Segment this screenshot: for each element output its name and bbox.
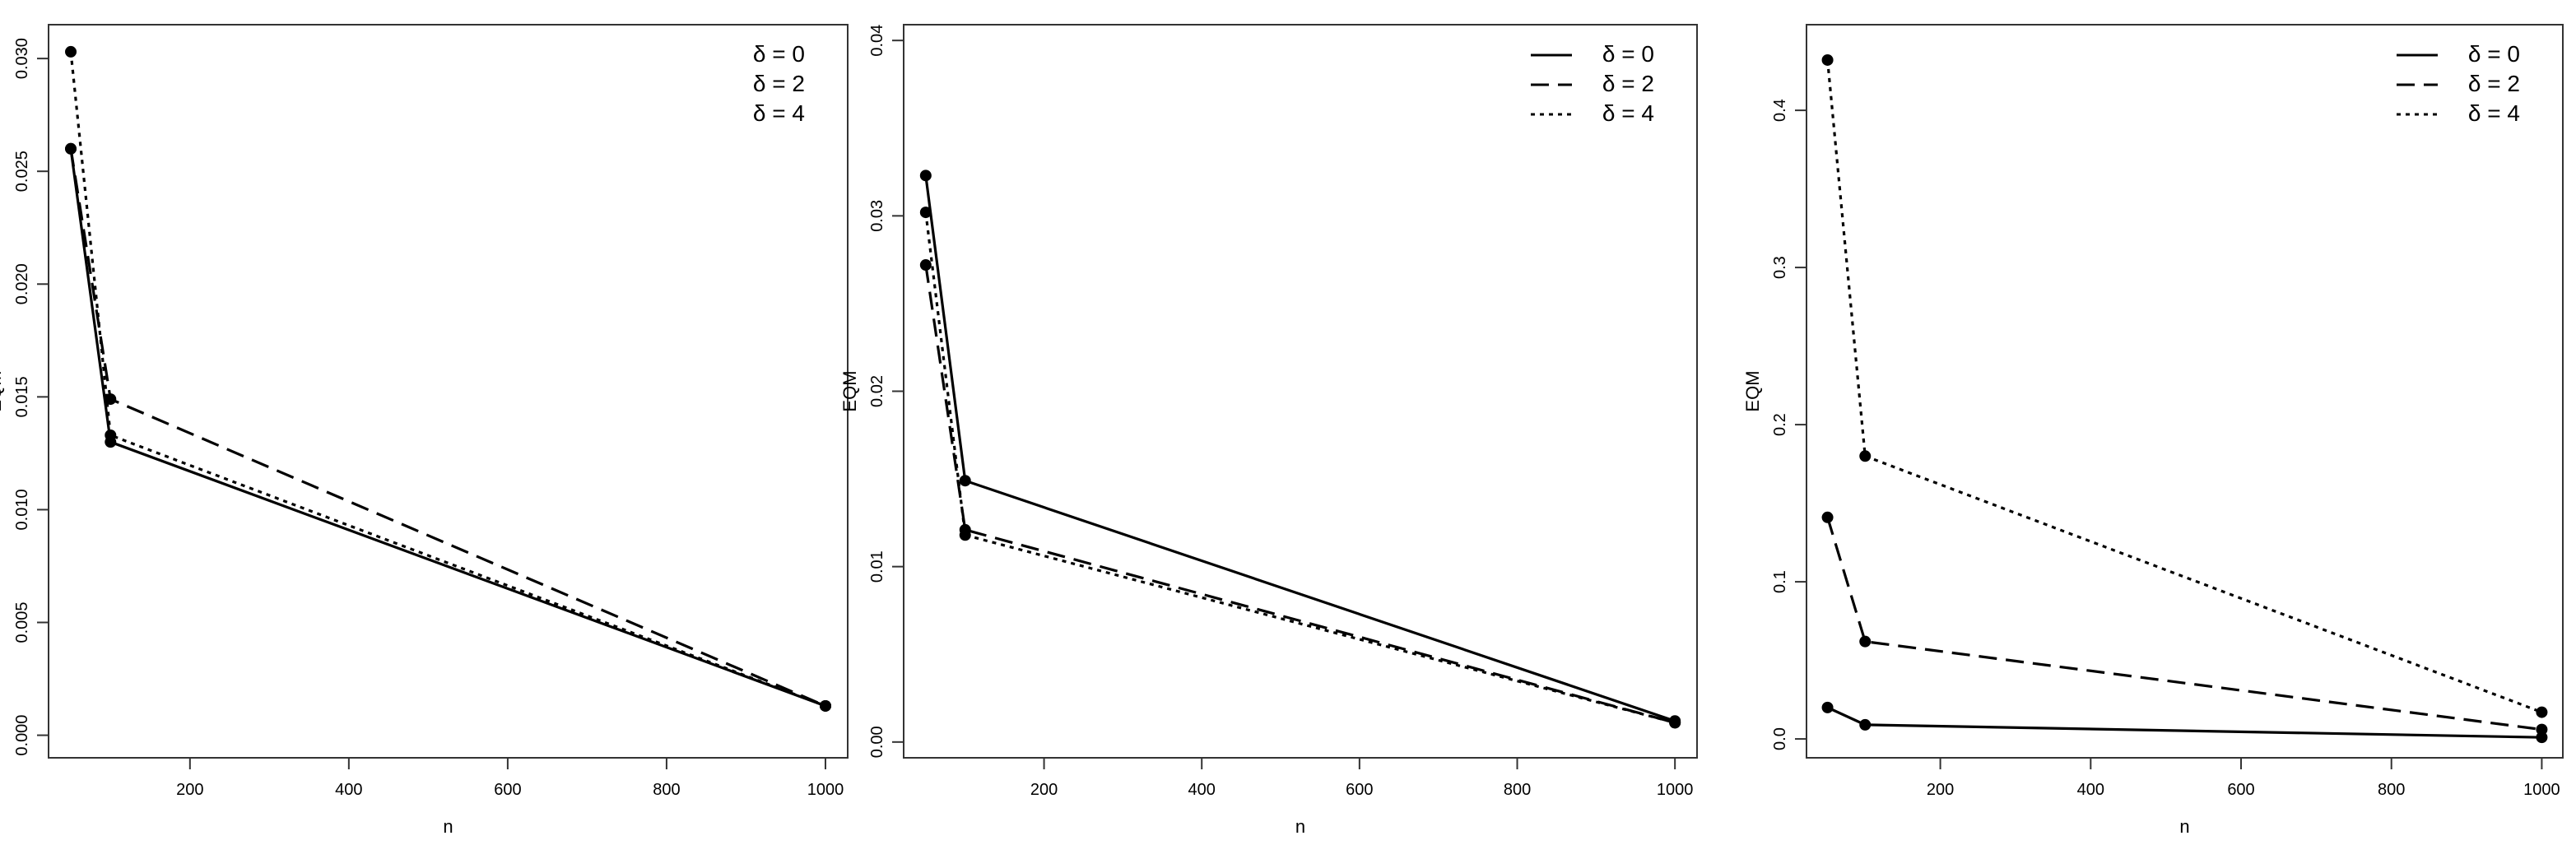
y-tick-label: 0.2 [1771, 413, 1789, 436]
y-axis-label: EQM [839, 370, 860, 411]
x-tick-label: 800 [2378, 781, 2405, 799]
legend: δ = 0 δ = 2 δ = 4 [753, 41, 805, 126]
data-point [959, 529, 971, 541]
legend-label: δ = 2 [2468, 71, 2520, 96]
x-tick-label: 800 [653, 781, 680, 799]
series-line-1 [1826, 706, 2542, 739]
series-line-2 [69, 148, 826, 708]
y-axis-label: EQM [0, 370, 5, 411]
x-tick-label: 200 [1927, 781, 1954, 799]
data-point [105, 393, 117, 406]
x-tick-label: 400 [2077, 781, 2104, 799]
data-point [65, 45, 77, 58]
y-tick-label: 0.015 [13, 376, 31, 417]
legend-label: δ = 0 [1602, 41, 1654, 67]
chart-panel-2: 200 400 600 800 1000 0.00 0.01 0.02 0.03 0.04 n EQM… [839, 24, 1698, 837]
plot-frame [903, 24, 1698, 759]
legend-label: δ = 4 [753, 100, 805, 126]
y-axis-label: EQM [1742, 370, 1763, 411]
data-point [1821, 511, 1834, 523]
legend-label: δ = 0 [2468, 41, 2520, 67]
data-point [919, 259, 932, 272]
legend: δ = 0 δ = 2 δ = 4 [1531, 41, 1654, 126]
x-axis-label: n [1295, 816, 1305, 837]
y-tick-label: 0.020 [13, 263, 31, 304]
data-point [919, 207, 932, 219]
legend-label: δ = 2 [753, 71, 805, 96]
y-tick-label: 0.010 [13, 489, 31, 530]
legend-label: δ = 4 [2468, 100, 2520, 126]
x-tick-label: 200 [176, 781, 203, 799]
x-tick-label: 600 [494, 781, 521, 799]
x-tick-label: 600 [2227, 781, 2254, 799]
x-tick-label: 1000 [1657, 781, 1694, 799]
legend-label: δ = 4 [1602, 100, 1654, 126]
data-point [2536, 706, 2548, 718]
y-tick-label: 0.00 [868, 726, 886, 758]
series-line-2 [1826, 517, 2542, 731]
data-point [1859, 450, 1872, 462]
y-tick-label: 0.04 [868, 25, 886, 57]
data-point [959, 475, 971, 487]
series-line-1 [69, 148, 826, 708]
legend-label: δ = 2 [1602, 71, 1654, 96]
y-tick-label: 0.1 [1771, 570, 1789, 593]
data-point [1669, 717, 1681, 729]
y-tick-label: 0.02 [868, 375, 886, 407]
data-point [65, 142, 77, 155]
data-point [2536, 723, 2548, 736]
data-point [819, 699, 831, 712]
data-point [1859, 718, 1872, 731]
x-axis-label: n [443, 816, 453, 837]
x-tick-label: 400 [1188, 781, 1216, 799]
data-point [919, 169, 932, 182]
series-line-3 [69, 51, 826, 708]
x-tick-label: 800 [1504, 781, 1531, 799]
data-point [1859, 635, 1872, 648]
y-tick-label: 0.4 [1771, 99, 1789, 122]
plot-frame [1806, 24, 2564, 759]
series-line-1 [924, 175, 1676, 722]
x-axis-label: n [2179, 816, 2189, 837]
series-line-2 [924, 264, 1676, 724]
legend: δ = 0 δ = 2 δ = 4 [2397, 41, 2520, 126]
legend-label: δ = 0 [753, 41, 805, 67]
data-point [105, 429, 117, 441]
series-line-3 [924, 211, 1676, 724]
data-point [1821, 701, 1834, 713]
x-tick-label: 1000 [2523, 781, 2560, 799]
chart-panel-1: 200 400 600 800 1000 0.000 0.005 0.010 0.015 0.02… [0, 24, 849, 837]
x-tick-label: 400 [335, 781, 362, 799]
y-tick-label: 0.3 [1771, 256, 1789, 279]
y-tick-label: 0.005 [13, 601, 31, 643]
y-tick-label: 0.03 [868, 200, 886, 232]
y-tick-label: 0.025 [13, 151, 31, 192]
chart-panel-3: 200 400 600 800 1000 0.0 0.1 0.2 0.3 0.4 n EQM δ = 0… [1742, 24, 2564, 837]
y-tick-label: 0.0 [1771, 727, 1789, 750]
x-tick-label: 600 [1346, 781, 1373, 799]
plot-frame [48, 24, 849, 759]
y-tick-label: 0.000 [13, 715, 31, 756]
x-tick-label: 1000 [807, 781, 844, 799]
y-tick-label: 0.01 [868, 550, 886, 583]
y-tick-label: 0.030 [13, 38, 31, 79]
series-line-3 [1825, 59, 2542, 714]
x-tick-label: 200 [1030, 781, 1058, 799]
data-point [1821, 53, 1834, 66]
